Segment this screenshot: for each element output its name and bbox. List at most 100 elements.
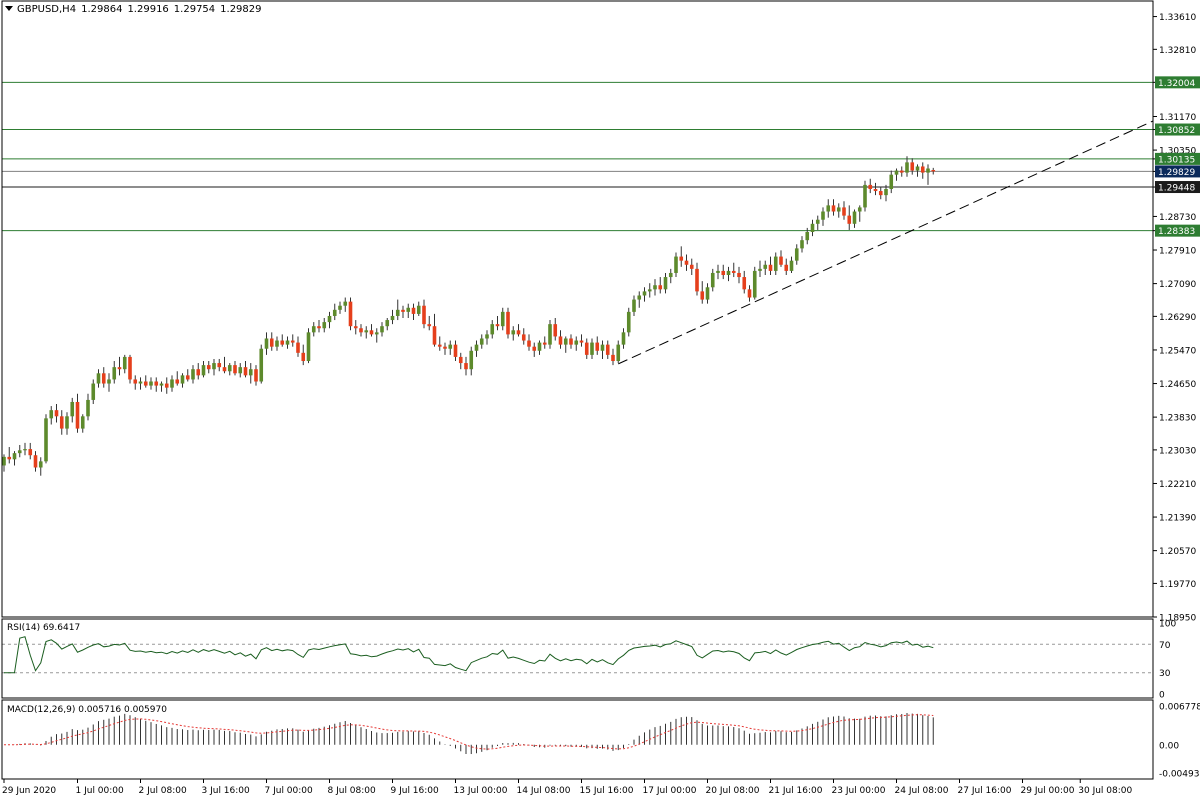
- time-tick-label: 29 Jun 2020: [2, 786, 56, 796]
- candle-bear: [569, 338, 573, 345]
- candle-bear: [254, 369, 258, 382]
- panel-frame-1: [1, 0, 1154, 618]
- candle-bull: [374, 332, 379, 335]
- candle-bull: [227, 365, 232, 372]
- candle-bull: [86, 399, 90, 417]
- price-tick-label: 1.18950: [1159, 614, 1196, 624]
- candle-bull: [364, 330, 369, 333]
- candle-bull: [306, 332, 311, 362]
- candle-bull: [716, 270, 720, 273]
- candle-bull: [637, 295, 642, 300]
- candle-bull: [500, 311, 505, 327]
- candle-bear: [54, 410, 59, 417]
- price-tick-label: 1.19770: [1159, 580, 1196, 590]
- candle-bull: [789, 260, 794, 271]
- candle-bull: [894, 170, 899, 175]
- candle-bull: [2, 456, 6, 466]
- macd-tick-label: 0.00: [1159, 741, 1179, 751]
- candle-bear: [737, 272, 741, 278]
- candle-bear: [185, 375, 190, 380]
- candle-bull: [726, 270, 731, 276]
- candle-bull: [332, 309, 337, 316]
- time-tick-label: 29 Jul 00:00: [1021, 786, 1075, 796]
- price-tick-label: 1.21390: [1159, 514, 1196, 524]
- candle-bear: [611, 354, 615, 362]
- candle-bear: [527, 340, 531, 347]
- candle-bear: [658, 285, 663, 290]
- candle-bear: [731, 270, 736, 273]
- candle-bull: [70, 401, 75, 417]
- price-tick-label: 1.23830: [1159, 414, 1196, 424]
- current-price-label-bg: [1155, 165, 1200, 178]
- candle-bear: [584, 342, 589, 355]
- time-tick-label: 14 Jul 08:00: [517, 786, 571, 796]
- candle-bull: [191, 369, 195, 380]
- time-tick-label: 2 Jul 08:00: [139, 786, 188, 796]
- candle-bear: [296, 342, 300, 353]
- candle-bear: [495, 324, 500, 327]
- macd-signal-line: [4, 714, 934, 750]
- price-tick-label: 1.24650: [1159, 380, 1196, 390]
- candle-bull: [647, 289, 652, 292]
- candle-bull: [112, 367, 117, 380]
- candle-bull: [621, 332, 626, 345]
- candle-bull: [238, 367, 243, 374]
- candle-bear: [684, 260, 689, 265]
- candle-bull: [821, 211, 825, 220]
- candle-bear: [695, 268, 699, 292]
- candle-bear: [768, 264, 773, 271]
- price-tick-label: 1.30350: [1159, 147, 1196, 157]
- candle-bull: [91, 383, 96, 400]
- candle-bull: [122, 356, 127, 370]
- time-tick-label: 9 Jul 16:00: [391, 786, 440, 796]
- candle-bull: [632, 299, 636, 312]
- high-value: 1.29916: [127, 4, 169, 15]
- candle-bull: [416, 305, 421, 314]
- level-label-bg: [1155, 181, 1200, 194]
- candle-bear: [784, 264, 789, 271]
- candle-bull: [857, 207, 862, 212]
- level-label-bg: [1155, 152, 1200, 165]
- candle-bear: [280, 340, 285, 345]
- candle-bull: [80, 416, 85, 429]
- rsi-tick-label: 0: [1159, 691, 1165, 701]
- level-label-bg: [1155, 123, 1200, 136]
- time-tick-label: 8 Jul 08:00: [328, 786, 377, 796]
- candle-bear: [458, 356, 463, 364]
- time-tick-label: 1 Jul 00:00: [76, 786, 125, 796]
- time-tick-label: 17 Jul 00:00: [643, 786, 697, 796]
- rsi-tick-label: 70: [1159, 641, 1171, 651]
- candle-bear: [233, 365, 237, 374]
- candle-bull: [758, 268, 762, 271]
- candle-bull: [311, 326, 316, 333]
- time-tick-label: 13 Jul 00:00: [454, 786, 508, 796]
- candle-bear: [878, 191, 883, 196]
- candle-bull: [490, 324, 495, 335]
- candle-bull: [485, 334, 489, 339]
- candle-bear: [427, 324, 432, 327]
- candle-bear: [910, 162, 915, 171]
- price-tick-label: 1.27910: [1159, 247, 1196, 257]
- candle-bull: [626, 311, 631, 333]
- candle-bull: [385, 320, 390, 327]
- candle-bull: [616, 344, 621, 362]
- candle-bull: [285, 340, 290, 345]
- candle-bear: [369, 330, 374, 335]
- candle-bull: [642, 291, 647, 296]
- candle-bull: [44, 418, 48, 462]
- candle-bear: [75, 401, 80, 429]
- candle-bull: [170, 379, 174, 388]
- candle-bull: [65, 416, 69, 429]
- candle-bull: [395, 309, 400, 316]
- rsi-panel: RSI(14) 69.6417: [2, 623, 1153, 674]
- macd-tick-label: -0.004937: [1159, 770, 1200, 780]
- candle-bear: [243, 367, 248, 376]
- candle-bear: [353, 326, 358, 329]
- candle-bear: [579, 340, 584, 343]
- candle-bear: [742, 277, 747, 290]
- dropdown-triangle-icon[interactable]: [5, 6, 13, 11]
- candle-bull: [926, 168, 930, 173]
- candle-bull: [511, 330, 516, 335]
